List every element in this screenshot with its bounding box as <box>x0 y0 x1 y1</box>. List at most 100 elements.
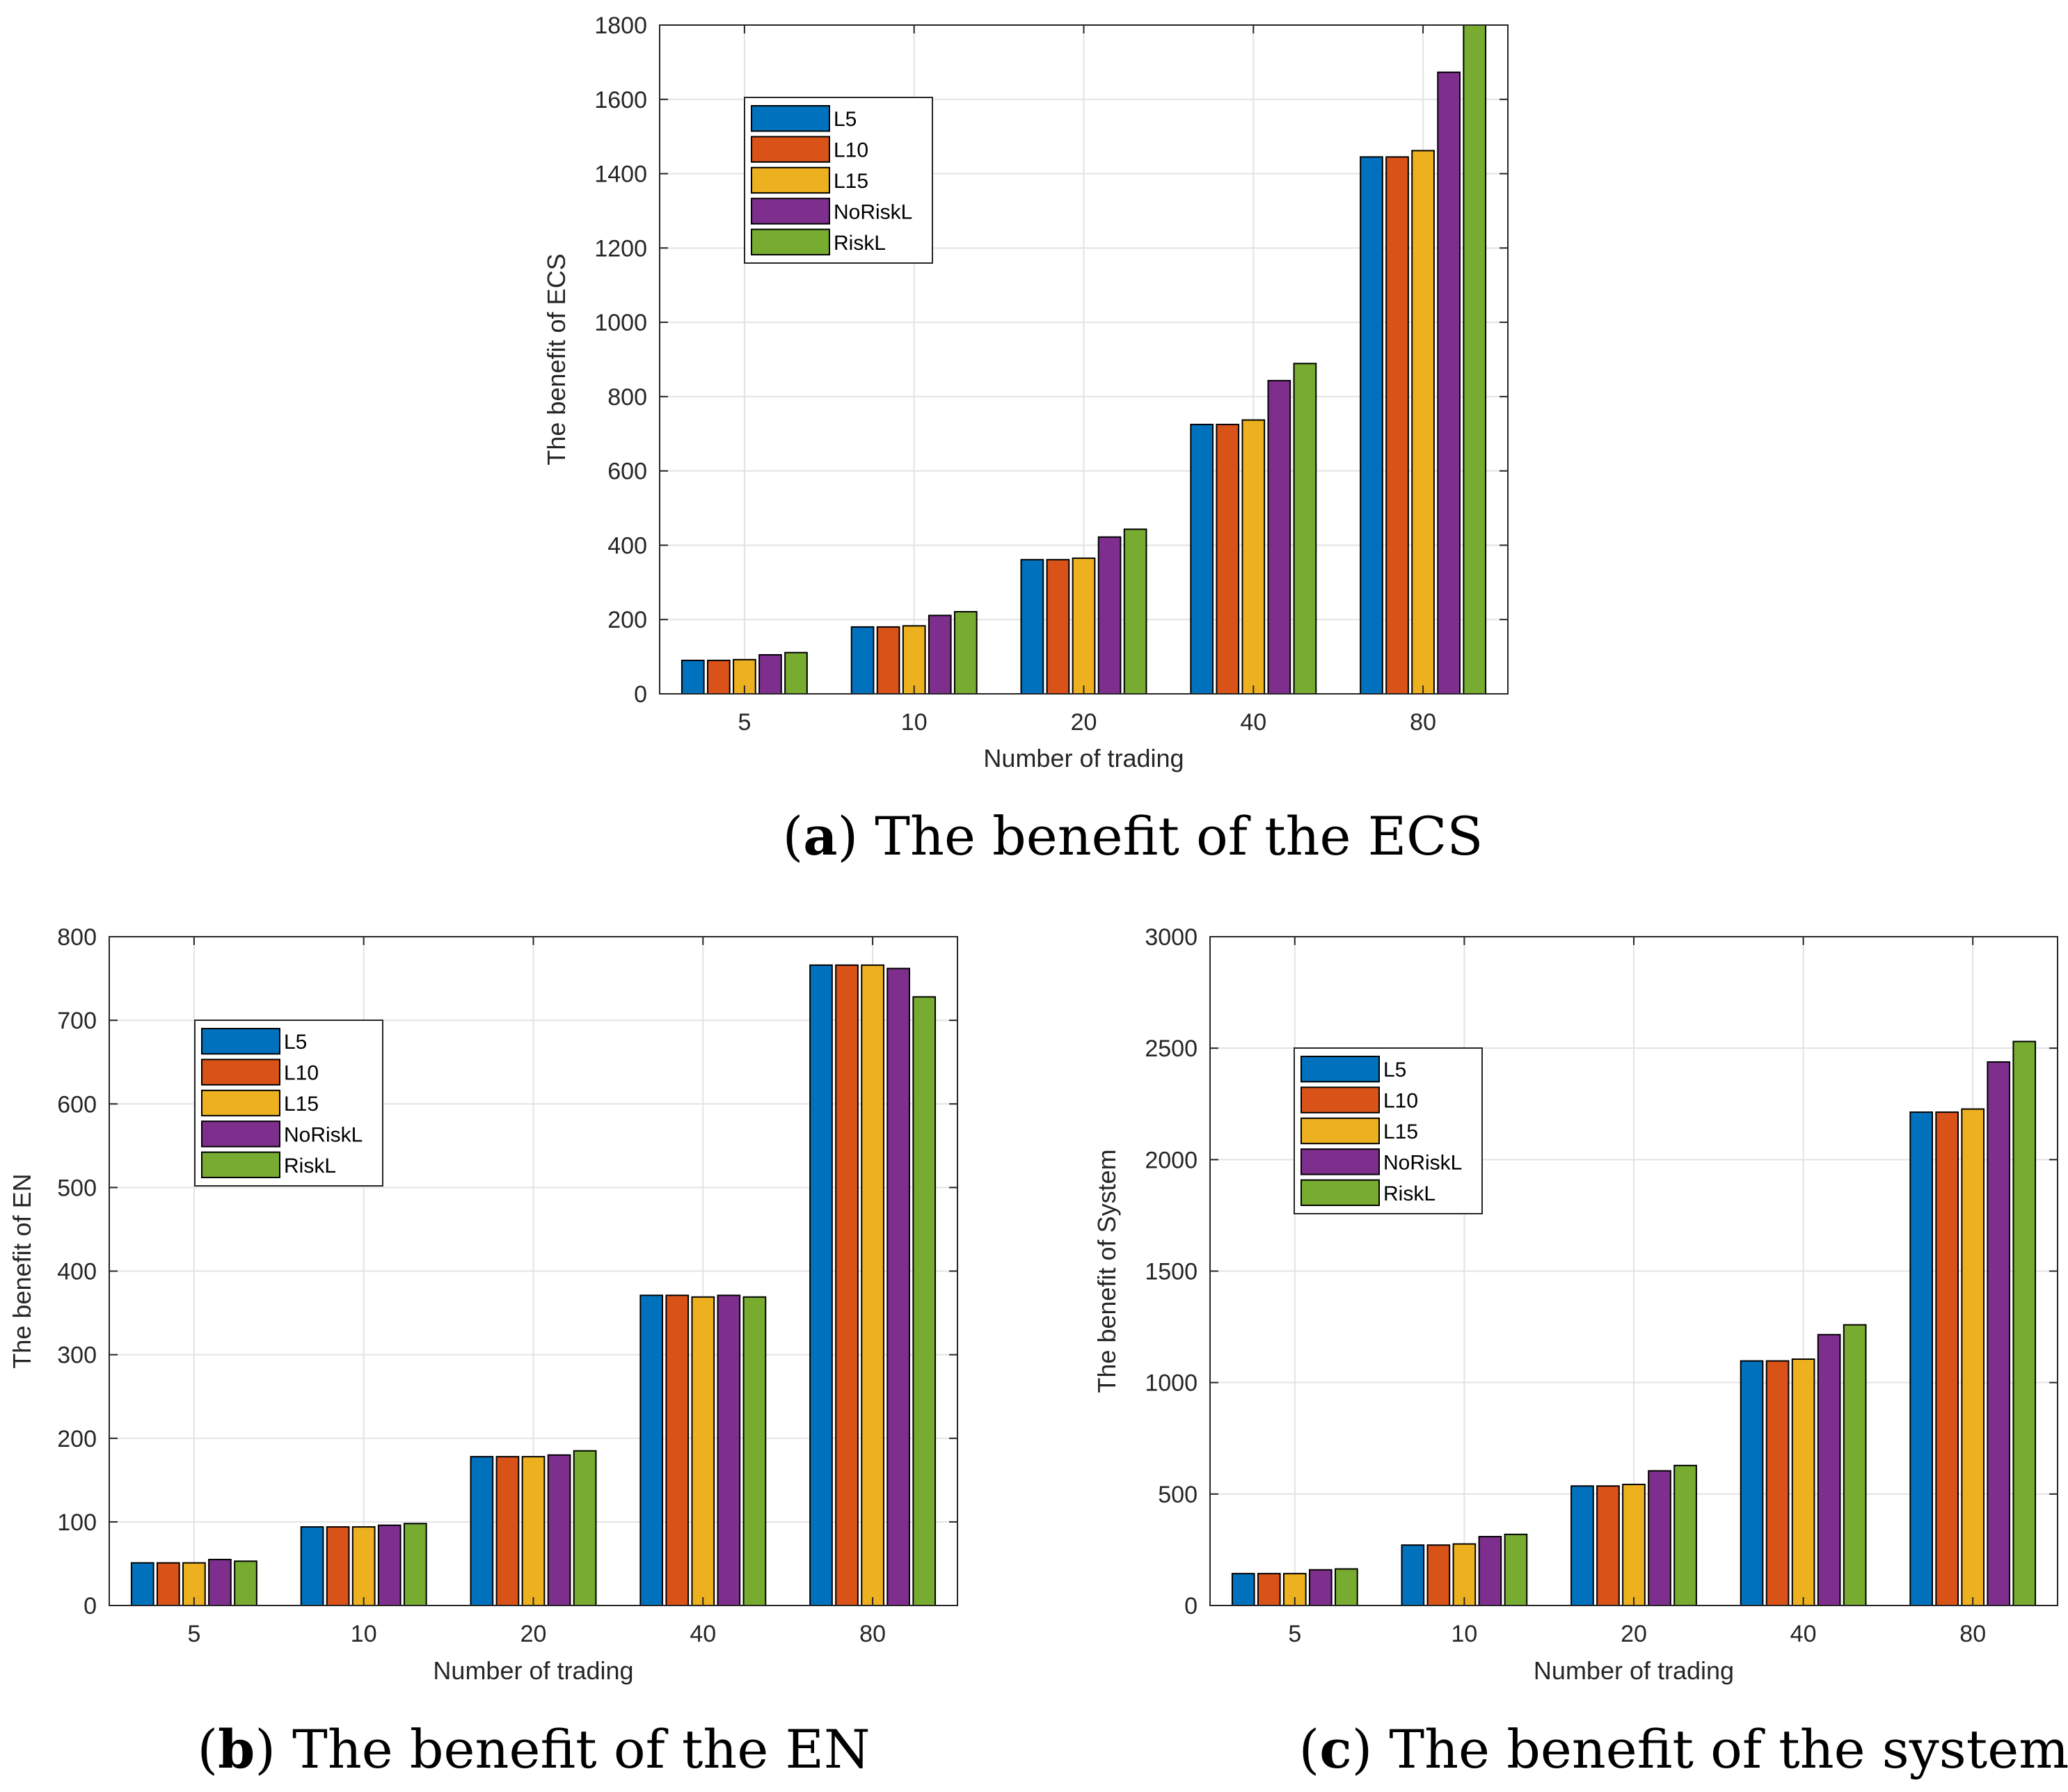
x-tick-label: 10 <box>351 1621 377 1647</box>
chart-c: 0 500 1000 1500 2000 2500 3000 5 10 20 40 80 Number … <box>1092 924 2068 1780</box>
legend-swatch-l5 <box>201 1028 280 1055</box>
y-tick-label: 300 <box>57 1342 97 1369</box>
bar-l5-20 <box>1570 1485 1594 1606</box>
bar-l5-80 <box>1909 1111 1933 1606</box>
y-tick-label: 800 <box>607 384 647 411</box>
legend-swatch-riskl <box>751 228 830 256</box>
bar-riskl-20 <box>1123 528 1147 695</box>
bar-l15-80 <box>861 964 884 1606</box>
bar-noriskl-5 <box>208 1558 232 1606</box>
caption-b: (b) The benefit of the EN <box>198 1718 870 1780</box>
bar-noriskl-10 <box>1478 1536 1502 1607</box>
y-tick-label: 1600 <box>594 87 647 113</box>
x-tick-label: 5 <box>187 1621 200 1647</box>
y-tick-label: 700 <box>57 1008 97 1034</box>
bar-noriskl-40 <box>1267 379 1291 695</box>
caption-a: (a) The benefit of the ECS <box>783 805 1484 867</box>
legend-label-l5: L5 <box>284 1031 307 1054</box>
bar-riskl-40 <box>1843 1324 1867 1606</box>
bar-l5-5 <box>1231 1573 1255 1607</box>
legend-swatch-l5 <box>751 105 830 132</box>
bar-riskl-40 <box>1293 363 1317 695</box>
x-tick-label: 5 <box>738 709 751 736</box>
legend: L5 L10 L15 NoRiskL RiskL <box>194 1020 383 1187</box>
y-tick-label: 500 <box>57 1175 97 1201</box>
bar-noriskl-80 <box>886 967 911 1606</box>
bar-l15-10 <box>902 625 926 695</box>
bar-l15-80 <box>1411 150 1435 695</box>
legend-swatch-l15 <box>201 1089 280 1117</box>
x-tick-label: 40 <box>690 1621 716 1647</box>
y-tick-label: 0 <box>83 1593 97 1619</box>
legend-swatch-l15 <box>751 166 830 194</box>
legend-label-l10: L10 <box>1383 1090 1418 1113</box>
x-tick-label: 20 <box>520 1621 547 1647</box>
y-tick-label: 0 <box>634 681 647 708</box>
bar-noriskl-40 <box>1817 1333 1841 1607</box>
bar-riskl-10 <box>1504 1533 1528 1607</box>
x-tick-label: 40 <box>1790 1621 1817 1647</box>
bar-riskl-80 <box>912 996 937 1606</box>
bar-noriskl-80 <box>1437 71 1461 695</box>
bar-l5-40 <box>1190 423 1214 695</box>
legend-label-l5: L5 <box>1383 1058 1406 1081</box>
bar-l15-20 <box>1622 1484 1646 1607</box>
y-tick-label: 1800 <box>594 13 647 39</box>
y-tick-label: 0 <box>1184 1593 1198 1619</box>
y-tick-label: 1500 <box>1145 1259 1198 1285</box>
legend-swatch-l5 <box>1301 1056 1380 1083</box>
legend-swatch-noriskl <box>201 1120 280 1148</box>
bar-l5-20 <box>1020 559 1044 695</box>
bar-l10-5 <box>156 1562 180 1607</box>
legend-label-riskl: RiskL <box>284 1155 336 1178</box>
x-axis-label: Number of trading <box>1534 1656 1734 1685</box>
bar-l10-40 <box>1765 1360 1790 1607</box>
bar-noriskl-20 <box>1648 1470 1671 1606</box>
bar-riskl-20 <box>573 1450 597 1607</box>
bar-l15-40 <box>1241 419 1266 695</box>
bar-l5-80 <box>809 964 833 1606</box>
bar-riskl-20 <box>1673 1464 1697 1606</box>
bar-l15-10 <box>1452 1543 1477 1606</box>
bar-l10-10 <box>876 626 900 695</box>
bar-l10-10 <box>326 1526 350 1607</box>
bar-noriskl-80 <box>1987 1061 2011 1606</box>
chart-a: 0 200 400 600 800 1000 1200 1400 1600 1800 5 10 20 40… <box>542 13 1509 867</box>
bar-l15-80 <box>1961 1108 1985 1606</box>
x-tick-label: 20 <box>1071 709 1097 736</box>
bar-l10-20 <box>495 1456 520 1606</box>
x-axis-label: Number of trading <box>983 744 1184 772</box>
y-axis-label: The benefit of System <box>1092 1149 1121 1393</box>
bar-l10-80 <box>835 964 859 1606</box>
bar-l5-40 <box>1740 1360 1764 1607</box>
x-tick-label: 10 <box>901 709 928 736</box>
bar-riskl-5 <box>234 1560 257 1606</box>
y-tick-label: 1000 <box>1145 1370 1198 1397</box>
y-tick-label: 600 <box>57 1091 97 1118</box>
bar-l10-5 <box>706 659 731 695</box>
legend: L5 L10 L15 NoRiskL RiskL <box>744 97 933 264</box>
legend-swatch-l10 <box>751 136 830 163</box>
bar-l10-20 <box>1596 1485 1620 1606</box>
bar-riskl-5 <box>1335 1568 1358 1606</box>
y-tick-label: 800 <box>57 924 97 951</box>
y-axis-label: The benefit of EN <box>8 1173 36 1368</box>
legend-label-noriskl: NoRiskL <box>1383 1151 1462 1174</box>
y-tick-label: 3000 <box>1145 924 1198 951</box>
legend-label-l15: L15 <box>1383 1120 1418 1143</box>
bar-l5-40 <box>639 1294 664 1607</box>
legend-swatch-l15 <box>1301 1117 1380 1145</box>
bar-noriskl-10 <box>377 1524 401 1606</box>
bar-l15-20 <box>521 1456 546 1606</box>
bar-l5-10 <box>1401 1544 1425 1607</box>
legend-label-l10: L10 <box>834 139 868 162</box>
bar-l10-80 <box>1385 156 1409 695</box>
legend-swatch-noriskl <box>751 198 830 225</box>
bar-l15-20 <box>1072 557 1096 695</box>
legend-swatch-l10 <box>1301 1086 1380 1113</box>
bar-noriskl-20 <box>547 1454 571 1606</box>
y-tick-label: 600 <box>607 459 647 485</box>
legend-swatch-l10 <box>201 1058 280 1086</box>
bar-l5-10 <box>300 1526 324 1607</box>
